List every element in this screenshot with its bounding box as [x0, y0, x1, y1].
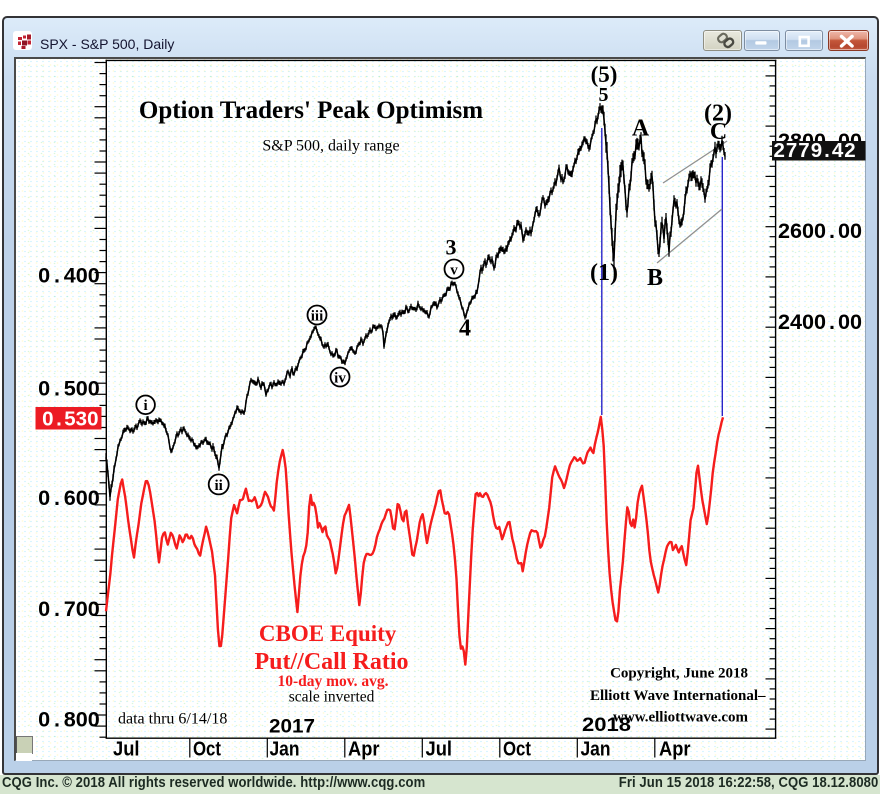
svg-text:Jan: Jan	[581, 738, 611, 761]
svg-text:5: 5	[599, 84, 609, 106]
svg-text:3: 3	[446, 235, 457, 260]
svg-text:S&P 500, daily range: S&P 500, daily range	[262, 138, 399, 155]
svg-text:Put//Call Ratio: Put//Call Ratio	[255, 649, 409, 675]
svg-text:Apr: Apr	[348, 738, 380, 761]
svg-text:2017: 2017	[269, 716, 315, 738]
svg-text:v: v	[450, 263, 458, 279]
svg-text:Apr: Apr	[659, 738, 691, 761]
svg-text:Oct: Oct	[503, 738, 531, 761]
svg-text:0.800: 0. 800	[38, 707, 100, 732]
svg-text:4: 4	[459, 316, 471, 342]
svg-text:0.530: 0. 530	[42, 408, 98, 431]
svg-text:0.400: 0. 400	[38, 262, 100, 287]
svg-text:0.500: 0. 500	[38, 375, 100, 400]
svg-text:(2): (2)	[704, 101, 732, 127]
svg-text:www.elliottwave.com: www.elliottwave.com	[613, 710, 748, 726]
svg-text:CBOE Equity: CBOE Equity	[259, 621, 397, 646]
svg-text:Jul: Jul	[426, 738, 453, 761]
svg-text:Jan: Jan	[270, 738, 300, 761]
svg-text:scale inverted: scale inverted	[289, 689, 375, 706]
svg-text:Copyright, June 2018: Copyright, June 2018	[610, 666, 748, 682]
svg-text:ii: ii	[215, 478, 223, 494]
svg-text:10-day mov. avg.: 10-day mov. avg.	[277, 673, 388, 690]
svg-text:B: B	[647, 265, 663, 291]
svg-text:C: C	[710, 119, 727, 145]
svg-text:Jul: Jul	[113, 738, 140, 761]
svg-text:Elliott Wave International–: Elliott Wave International–	[590, 688, 766, 704]
svg-text:Oct: Oct	[193, 738, 221, 761]
svg-text:2600.00: 2600. 00	[778, 218, 862, 243]
svg-text:iv: iv	[334, 371, 346, 387]
svg-text:(1): (1)	[590, 260, 618, 286]
svg-text:A: A	[632, 116, 650, 142]
svg-text:0.700: 0. 700	[38, 596, 100, 621]
svg-text:2400.00: 2400. 00	[778, 309, 862, 334]
svg-text:2779.42: 2779.42	[774, 139, 857, 162]
svg-text:2018: 2018	[582, 714, 631, 736]
svg-text:Option Traders' Peak Optimism: Option Traders' Peak Optimism	[139, 97, 483, 124]
svg-text:iii: iii	[311, 309, 324, 325]
svg-text:i: i	[144, 398, 148, 414]
svg-text:(5): (5)	[591, 62, 618, 87]
svg-text:data thru 6/14/18: data thru 6/14/18	[118, 711, 227, 728]
svg-text:0.600: 0. 600	[38, 485, 100, 510]
